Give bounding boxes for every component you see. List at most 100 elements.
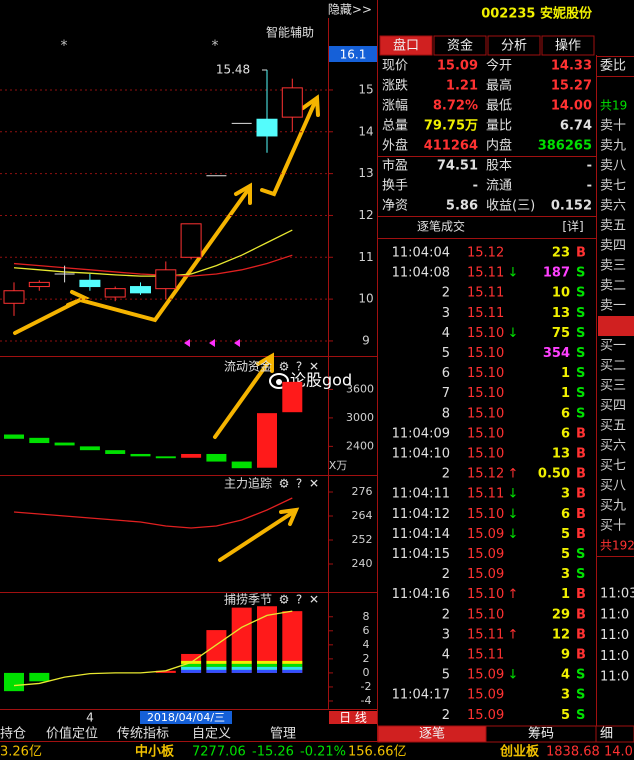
quote-label: 现价 [382,59,408,74]
trade-side: S [576,286,585,301]
season-line [13,610,293,687]
y-tick-label: 4 [363,638,370,651]
panel-control[interactable]: ⚙ [279,360,290,374]
panel-control[interactable]: ⚙ [279,477,290,491]
quote-value: 0.152 [551,199,592,214]
y-tick-label: 6 [363,624,370,637]
trade-time: 4 [442,326,450,341]
tab[interactable]: 资金 [447,38,473,54]
tab[interactable]: 盘口 [393,38,419,54]
bar-stripe [231,669,252,673]
trade-price: 15.12 [467,467,504,482]
trade-volume: 9 [561,648,570,663]
quote-label: 最高 [486,78,512,94]
y-tick-label: 2 [363,652,370,665]
bar-stripe [206,666,227,670]
moving-average [13,229,293,277]
trade-time: 11:04:08 [392,266,450,281]
signal-markers [184,339,240,347]
panel-control[interactable]: ✕ [309,477,319,491]
trade-volume: 23 [552,246,570,261]
trade-side: S [576,688,585,703]
bar-stripe [282,660,303,664]
trade-side: S [576,668,585,683]
watermark-icon [269,373,289,389]
y-tick-label: -4 [361,694,372,707]
trade-price: 15.10 [467,406,504,421]
trade-volume: 6 [561,426,570,441]
panel-control[interactable]: ⚙ [279,593,290,607]
trade-volume: 10 [552,286,570,301]
panel-control[interactable]: ? [296,593,302,607]
trade-price: 15.10 [467,346,504,361]
status-text: -0.21% [300,745,346,760]
trade-side: B [576,487,586,502]
quote-label: 外盘 [382,138,408,154]
trade-side: B [576,426,586,441]
panel-control[interactable]: ✕ [309,593,319,607]
quote-value: 14.00 [551,99,592,114]
date-box [140,711,232,724]
bottom-tab[interactable]: 传统指标 [117,727,169,742]
side-time: 11:0 [600,628,629,643]
flow-bar [29,437,50,444]
bottom-tab[interactable]: 逐笔 [419,726,445,742]
trade-time: 5 [442,668,450,683]
trade-volume: 6 [561,406,570,421]
bottom-tab[interactable]: 自定义 [192,727,231,742]
trade-price: 15.10 [467,447,504,462]
y-tick-label: 12 [358,208,373,222]
hide-button[interactable]: 隐藏>> [328,3,372,17]
ask-label: 卖八 [600,159,626,174]
bottom-tab[interactable]: 价值定位 [46,726,98,742]
trade-volume: 3 [561,487,570,502]
season-bar [155,670,176,673]
bottom-tab[interactable]: 管理 [270,727,296,742]
quote-value: 74.51 [437,159,478,174]
trade-price: 15.11 [467,487,504,502]
quote-value: 15.27 [551,79,592,94]
panel-control[interactable]: ✕ [309,360,319,374]
bottom-tab[interactable]: 筹码 [528,726,554,742]
tab[interactable]: 分析 [501,39,527,54]
trade-volume: 3 [561,567,570,582]
trade-volume: 75 [552,326,570,341]
trade-side: B [576,607,586,622]
quote-label: 内盘 [486,138,512,154]
quote-label: 最低 [486,99,512,114]
trade-volume: 0.50 [538,467,570,482]
current-price-label: 16.1 [340,48,367,62]
trade-time: 11:04:15 [392,547,450,562]
y-tick-label: 11 [358,250,373,264]
candle-body [155,269,177,290]
trade-volume: 6 [561,507,570,522]
trade-price: 15.09 [467,688,504,703]
trade-time: 6 [442,366,450,381]
quote-label: 收益(三) [486,199,535,214]
trade-time: 7 [442,386,450,401]
trade-side: S [576,306,585,321]
ask-label: 卖七 [600,179,626,194]
tab[interactable]: 操作 [555,38,581,54]
panel-control[interactable]: ? [296,477,302,491]
trade-time: 5 [442,346,450,361]
tab-bg[interactable] [487,35,541,56]
tab-bg[interactable] [433,35,487,56]
y-tick-label: 252 [352,533,373,546]
trade-time: 11:04:11 [392,487,450,502]
bar-stripe [257,660,277,664]
trades-detail[interactable]: [详] [562,219,583,234]
bottom-tab[interactable]: 细 [600,727,613,742]
period-label[interactable]: 日 线 [339,711,367,725]
bid-label: 买二 [600,359,626,374]
panel-title: 主力追踪 [224,476,272,491]
bid-label: 买一 [600,339,626,354]
bottom-tab[interactable]: 持仓 [0,727,26,742]
trade-time: 8 [442,406,450,421]
panel-control[interactable]: ? [296,360,302,374]
bottom-tab-bg[interactable] [595,725,634,743]
tab-bg[interactable] [379,35,433,56]
trade-side: S [576,708,585,723]
tab-bg[interactable] [541,35,595,56]
